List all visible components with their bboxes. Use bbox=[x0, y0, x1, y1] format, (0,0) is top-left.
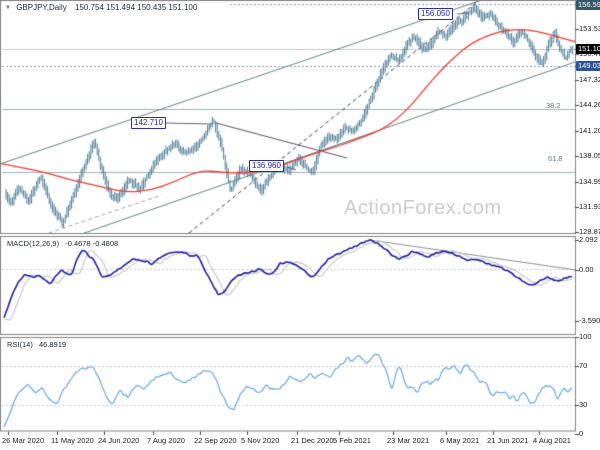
macd-axis-value: -3.5905 bbox=[579, 315, 600, 325]
date-axis-label: 23 Mar 2021 bbox=[387, 436, 430, 445]
price-annotation: 142.710 bbox=[131, 117, 166, 129]
date-axis-label: 6 May 2021 bbox=[440, 436, 480, 445]
price-axis-value: 138.050 bbox=[579, 151, 600, 161]
price-axis-value: 144.260 bbox=[579, 100, 600, 110]
price-axis-value: 151.100 bbox=[576, 44, 600, 54]
price-axis-value: 156.590 bbox=[576, 0, 600, 10]
macd-values: -0.4678 -0.4808 bbox=[65, 239, 119, 248]
fib-level-label: 38.2 bbox=[546, 101, 561, 110]
date-axis-label: 5 Feb 2021 bbox=[333, 436, 371, 445]
date-axis-label: 4 Aug 2021 bbox=[533, 436, 571, 445]
date-axis-label: 21 Jun 2021 bbox=[487, 436, 529, 445]
price-axis-value: 149.030 bbox=[576, 61, 600, 72]
price-axis-value: 134.990 bbox=[579, 176, 600, 186]
date-axis-label: 24 Jun 2020 bbox=[98, 436, 140, 445]
collapse-icon[interactable]: ▼ bbox=[5, 5, 11, 11]
chart-title: ▼ GBPJPY,Daily 150.754 151.494 150.435 1… bbox=[5, 3, 197, 12]
date-axis-label: 11 May 2020 bbox=[51, 436, 94, 445]
date-axis-label: 21 Dec 2020 bbox=[291, 436, 334, 445]
rsi-name: RSI(14) bbox=[7, 340, 33, 349]
rsi-axis-value: 30 bbox=[579, 399, 588, 409]
macd-axis-value: 0.00 bbox=[579, 264, 594, 274]
macd-label: MACD(12,26,9) -0.4678 -0.4808 bbox=[7, 239, 118, 248]
rsi-value: 46.8919 bbox=[38, 340, 67, 349]
price-axis-value: 128.870 bbox=[579, 227, 600, 236]
date-axis-label: 5 Nov 2020 bbox=[241, 436, 280, 445]
symbol-label: GBPJPY,Daily bbox=[16, 3, 67, 12]
date-axis-label: 26 Mar 2020 bbox=[2, 436, 45, 445]
rsi-label: RSI(14) 46.8919 bbox=[7, 340, 66, 349]
date-axis-label: 22 Sep 2020 bbox=[194, 436, 237, 445]
price-axis-value: 147.320 bbox=[579, 75, 600, 85]
rsi-axis-value: 0 bbox=[579, 429, 584, 438]
price-annotation: 156.050 bbox=[418, 8, 453, 20]
rsi-axis-value: 70 bbox=[579, 361, 588, 371]
price-axis-value: 131.930 bbox=[579, 201, 600, 211]
ohlc-values: 150.754 151.494 150.435 151.100 bbox=[74, 3, 198, 12]
macd-axis-value: 2.092 bbox=[579, 234, 598, 244]
price-axis-value: 141.200 bbox=[579, 125, 600, 135]
price-annotation: 136.960 bbox=[249, 160, 284, 172]
price-axis-value: 153.530 bbox=[579, 24, 600, 33]
rsi-axis-value: 100 bbox=[579, 332, 592, 341]
date-axis-label: 7 Aug 2020 bbox=[147, 436, 185, 445]
fib-level-label: 61.8 bbox=[548, 154, 563, 163]
macd-name: MACD(12,26,9) bbox=[7, 239, 60, 248]
